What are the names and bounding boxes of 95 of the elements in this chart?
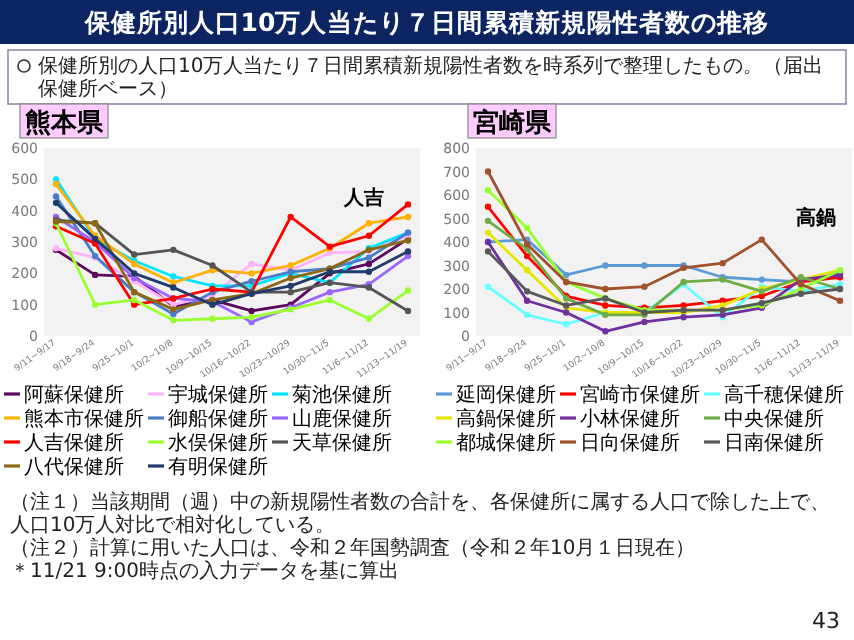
point bbox=[209, 315, 216, 322]
legend-label: 宇城保健所 bbox=[168, 383, 268, 407]
point bbox=[287, 282, 294, 290]
text: 熊本県 bbox=[25, 107, 105, 139]
legend-label: 小林保健所 bbox=[580, 407, 680, 431]
point bbox=[484, 203, 492, 210]
point bbox=[287, 262, 294, 269]
point bbox=[563, 309, 570, 316]
legend-label: 中央保健所 bbox=[724, 407, 824, 431]
legend-label: 都城保健所 bbox=[456, 431, 556, 455]
point bbox=[641, 283, 648, 290]
point bbox=[563, 271, 570, 279]
point bbox=[719, 259, 726, 267]
point bbox=[170, 246, 177, 254]
point bbox=[248, 307, 255, 315]
text: 43 bbox=[812, 608, 840, 634]
point bbox=[484, 187, 492, 194]
point bbox=[248, 277, 255, 285]
text: 宮崎県 bbox=[473, 107, 553, 139]
point bbox=[602, 302, 609, 309]
point bbox=[52, 199, 60, 207]
point bbox=[758, 236, 765, 243]
legend-label: 日南保健所 bbox=[724, 431, 824, 455]
point bbox=[404, 287, 412, 294]
point bbox=[404, 248, 412, 255]
point bbox=[523, 241, 531, 248]
point bbox=[404, 213, 412, 221]
chart-title: 保健所別人口10万人当たり７日間累積新規陽性者数の推移 bbox=[82, 7, 770, 37]
point bbox=[326, 296, 333, 304]
point bbox=[758, 276, 765, 283]
point bbox=[641, 318, 648, 326]
point bbox=[484, 248, 492, 255]
point bbox=[91, 271, 99, 279]
point bbox=[836, 297, 844, 304]
text: （注１）当該期間（週）中の新規陽性者数の合計を、各保健所に属する人口で除した上で、人口10万人対比で相対化している。 bbox=[10, 490, 830, 537]
legend-label: 日向保健所 bbox=[580, 431, 680, 455]
point bbox=[523, 252, 531, 260]
legend-label: 宮崎市保健所 bbox=[580, 383, 700, 407]
legend-label: 阿蘇保健所 bbox=[24, 383, 124, 407]
point bbox=[52, 180, 60, 188]
legend-label: 天草保健所 bbox=[292, 431, 392, 455]
point bbox=[484, 217, 492, 225]
point bbox=[404, 201, 412, 208]
point bbox=[484, 283, 492, 290]
point bbox=[248, 270, 255, 277]
point bbox=[365, 260, 373, 268]
point bbox=[404, 307, 412, 315]
point bbox=[523, 311, 531, 319]
text: （注２）計算に用いた人口は、令和２年国勢調査（令和２年10月１日現在） bbox=[10, 536, 696, 560]
point bbox=[523, 267, 531, 274]
point bbox=[484, 229, 492, 236]
point bbox=[248, 260, 255, 268]
legend-label: 延岡保健所 bbox=[454, 383, 556, 407]
legend-label: 水俣保健所 bbox=[168, 431, 268, 455]
point bbox=[209, 262, 216, 269]
point bbox=[287, 274, 294, 282]
point bbox=[365, 268, 373, 275]
point bbox=[484, 168, 492, 175]
legend-label: 熊本市保健所 bbox=[24, 407, 144, 431]
point bbox=[680, 314, 687, 321]
point bbox=[170, 317, 177, 324]
point bbox=[365, 254, 373, 261]
annotation: 人吉 bbox=[342, 186, 384, 210]
legend-label: 高千穂保健所 bbox=[724, 383, 844, 407]
point bbox=[523, 288, 531, 295]
point bbox=[602, 328, 609, 335]
point bbox=[170, 273, 177, 280]
point bbox=[523, 297, 531, 304]
point bbox=[170, 284, 177, 291]
point bbox=[91, 301, 99, 308]
legend-label: 有明保健所 bbox=[168, 455, 268, 479]
point bbox=[248, 314, 255, 321]
point bbox=[326, 288, 333, 296]
legend-label: 菊池保健所 bbox=[292, 383, 392, 407]
point bbox=[131, 296, 138, 304]
point bbox=[602, 285, 609, 293]
point bbox=[365, 232, 373, 239]
point bbox=[641, 262, 648, 269]
legend-label: 八代保健所 bbox=[24, 455, 124, 479]
point bbox=[365, 315, 373, 322]
legend-label: 高鍋保健所 bbox=[456, 407, 556, 431]
annotation: 高鍋 bbox=[796, 206, 836, 230]
legend-label: 人吉保健所 bbox=[24, 431, 124, 455]
chart-subtitle: 保健所別の人口10万人当たり７日間累積新規陽性者数を時系列で整理したもの。（届出保健所ベース） bbox=[38, 54, 824, 101]
point bbox=[365, 220, 373, 227]
legend-label: 御船保健所 bbox=[168, 407, 268, 431]
legend-label: 山鹿保健所 bbox=[292, 407, 392, 431]
point bbox=[287, 288, 294, 296]
point bbox=[563, 321, 570, 328]
point bbox=[131, 251, 138, 258]
point bbox=[287, 213, 294, 221]
point bbox=[523, 224, 531, 232]
point bbox=[52, 193, 60, 200]
text: ＊11/21 9:00時点の入力データを基に算出 bbox=[10, 559, 399, 583]
point bbox=[602, 262, 609, 269]
